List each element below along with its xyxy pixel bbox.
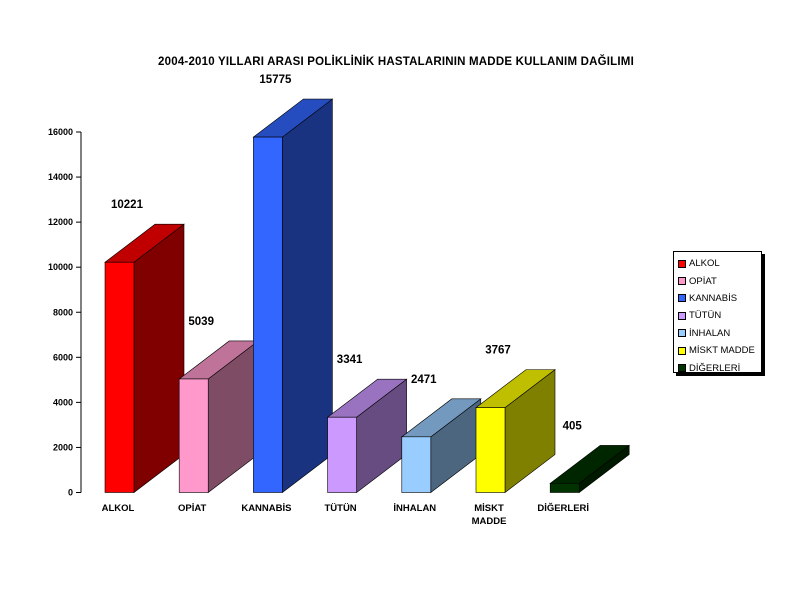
bar-side (133, 223, 185, 494)
data-label: 405 (563, 420, 583, 432)
legend-swatch (678, 311, 686, 320)
bar (253, 136, 283, 493)
y-tick-label: 8000 (53, 307, 73, 317)
legend-label: ALKOL (689, 258, 720, 270)
x-tick-label: MİSKT (474, 503, 504, 514)
x-tick-label: DİĞERLERİ (537, 502, 589, 514)
y-tick-label: 6000 (53, 352, 73, 362)
x-tick-label: ALKOL (102, 503, 135, 514)
y-tick-label: 12000 (48, 217, 73, 227)
x-tick-label: MADDE (472, 516, 507, 527)
bar (549, 483, 580, 493)
legend-item: İNHALAN (678, 325, 761, 342)
legend-swatch (678, 364, 686, 373)
legend-item: TÜTÜN (678, 307, 761, 324)
legend-swatch (678, 346, 686, 355)
y-tick-label: 14000 (48, 172, 73, 182)
legend-item: ALKOL (678, 255, 761, 272)
bar-side (282, 98, 333, 494)
data-label: 15775 (259, 74, 292, 86)
y-tick-label: 0 (68, 488, 73, 498)
legend-label: MİSKT MADDE (689, 345, 755, 357)
data-label: 3767 (485, 345, 511, 357)
bar (104, 261, 135, 493)
legend-swatch (678, 294, 686, 303)
data-label: 5039 (188, 316, 214, 328)
legend-label: DİĞERLERİ (689, 362, 741, 374)
y-tick-label: 16000 (48, 127, 73, 137)
legend-swatch (678, 259, 686, 268)
x-tick-label: İNHALAN (393, 503, 436, 514)
legend-item: DİĞERLERİ (678, 359, 761, 376)
data-label: 10221 (111, 199, 144, 211)
bar (401, 436, 432, 493)
bar (178, 378, 209, 493)
legend-label: İNHALAN (689, 327, 731, 339)
bar (327, 416, 357, 493)
y-tick-label: 4000 (53, 397, 73, 407)
legend-item: MİSKT MADDE (678, 342, 761, 359)
x-tick-label: KANNABİS (241, 503, 291, 514)
x-tick-label: OPİAT (178, 503, 207, 514)
x-tick-label: TÜTÜN (324, 503, 356, 514)
legend-label: TÜTÜN (689, 310, 722, 322)
legend-item: KANNABİS (678, 290, 761, 307)
legend-label: OPİAT (689, 275, 717, 287)
data-label: 3341 (337, 354, 363, 366)
legend-swatch (678, 277, 686, 286)
y-tick-label: 2000 (53, 442, 73, 452)
legend-label: KANNABİS (689, 292, 738, 304)
data-label: 2471 (411, 374, 437, 386)
legend-item: OPİAT (678, 272, 761, 289)
y-tick-label: 10000 (48, 262, 73, 272)
legend-swatch (678, 329, 686, 338)
chart-legend: ALKOL OPİAT KANNABİS TÜTÜN İNHALAN MİSKT MADD… (673, 251, 762, 376)
chart-title: 2004-2010 YILLARI ARASI POLİKLİNİK HASTA… (158, 56, 634, 68)
bar (475, 407, 506, 493)
